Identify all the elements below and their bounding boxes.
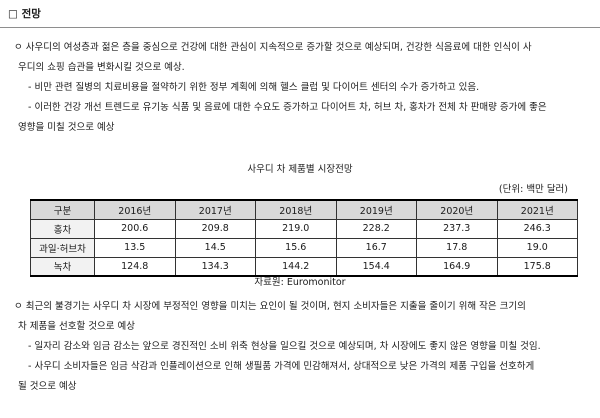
outlook-sub-1: - 비만 관련 질병의 치료비용을 절약하기 위한 정부 계획에 의해 헬스 클… <box>8 78 592 98</box>
table-row: 홍차 200.6 209.8 219.0 228.2 237.3 246.3 <box>30 218 578 239</box>
recession-bullet-1: ㅇ 최근의 불경기는 사우디 차 시장에 부정적인 영향을 미치는 요인이 될 … <box>8 297 592 337</box>
header-cell: 2018년 <box>255 199 337 220</box>
table-cell: 17.8 <box>416 237 498 258</box>
header-cell: 2019년 <box>335 199 417 220</box>
unit-note: (단위: 백만 달러) <box>498 184 568 195</box>
outlook-sub-2: - 이러한 건강 개선 트렌드로 유기농 식품 및 음료에 대한 수요도 증가하… <box>8 98 592 138</box>
text-line: 될 것으로 예상 <box>18 381 77 392</box>
text-line: 영향을 미칠 것으로 예상 <box>18 122 115 133</box>
table-cell: 237.3 <box>416 218 498 239</box>
text-line: - 비만 관련 질병의 치료비용을 절약하기 위한 정부 계획에 의해 헬스 클… <box>28 82 480 93</box>
table-cell: 16.7 <box>335 237 417 258</box>
header-cell: 2017년 <box>174 199 256 220</box>
table-cell: 200.6 <box>94 218 176 239</box>
header-cell: 2021년 <box>496 199 578 220</box>
table-source: 자료원: Euromonitor <box>254 277 346 288</box>
text-line: 차 제품을 선호할 것으로 예상 <box>18 321 135 332</box>
header-cell: 구분 <box>30 199 95 220</box>
row-label: 과일·허브차 <box>30 237 95 258</box>
market-forecast-table: 구분 2016년 2017년 2018년 2019년 2020년 2021년 홍… <box>30 199 578 277</box>
text-line: - 사우디 소비자들은 임금 삭감과 인플레이션으로 인해 생필품 가격에 민감… <box>28 361 535 372</box>
text-line: - 일자리 감소와 임금 감소는 앞으로 경진적인 소비 위축 현상을 일으킬 … <box>28 341 541 352</box>
table-cell: 209.8 <box>174 218 256 239</box>
table-cell: 246.3 <box>496 218 578 239</box>
table-title: 사우디 차 제품별 시장전망 <box>247 164 353 175</box>
table-cell: 219.0 <box>255 218 337 239</box>
outlook-bullet-1: ㅇ 사우디의 여성층과 젊은 층을 중심으로 건강에 대한 관심이 지속적으로 … <box>8 38 592 78</box>
row-label: 홍차 <box>30 218 95 239</box>
table-cell: 228.2 <box>335 218 417 239</box>
table-cell: 13.5 <box>94 237 176 258</box>
text-line: ㅇ 최근의 불경기는 사우디 차 시장에 부정적인 영향을 미치는 요인이 될 … <box>14 301 526 312</box>
recession-sub-2: - 사우디 소비자들은 임금 삭감과 인플레이션으로 인해 생필품 가격에 민감… <box>8 357 592 397</box>
table-cell: 15.6 <box>255 237 337 258</box>
table-cell: 19.0 <box>496 237 578 258</box>
table-cell: 154.4 <box>335 256 417 277</box>
section-title: □ 전망 <box>8 8 41 20</box>
row-label: 녹차 <box>30 256 95 277</box>
recession-sub-1: - 일자리 감소와 임금 감소는 앞으로 경진적인 소비 위축 현상을 일으킬 … <box>8 337 592 357</box>
section-header: □ 전망 <box>0 0 600 28</box>
text-line: 우디의 쇼핑 습관을 변화시킬 것으로 예상. <box>18 62 185 73</box>
table-cell: 175.8 <box>496 256 578 277</box>
table-header-row: 구분 2016년 2017년 2018년 2019년 2020년 2021년 <box>30 199 578 220</box>
table-cell: 144.2 <box>255 256 337 277</box>
text-line: - 이러한 건강 개선 트렌드로 유기농 식품 및 음료에 대한 수요도 증가하… <box>28 102 547 113</box>
text-line: ㅇ 사우디의 여성층과 젊은 층을 중심으로 건강에 대한 관심이 지속적으로 … <box>14 42 532 53</box>
table-cell: 14.5 <box>174 237 256 258</box>
header-cell: 2016년 <box>94 199 176 220</box>
table-row: 녹차 124.8 134.3 144.2 154.4 164.9 175.8 <box>30 256 578 277</box>
table-row: 과일·허브차 13.5 14.5 15.6 16.7 17.8 19.0 <box>30 237 578 258</box>
header-cell: 2020년 <box>416 199 498 220</box>
